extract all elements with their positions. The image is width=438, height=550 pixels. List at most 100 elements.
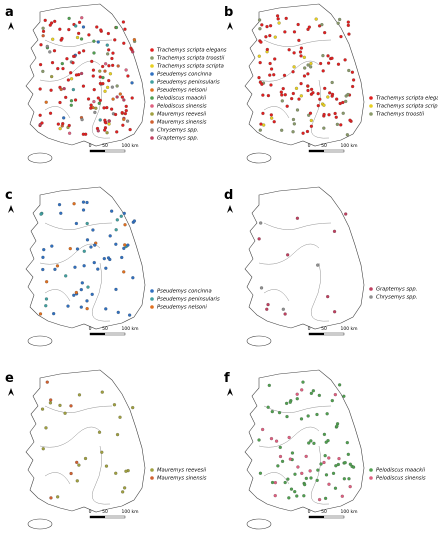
occurrence-dot bbox=[287, 48, 291, 52]
occurrence-dot bbox=[104, 307, 108, 311]
occurrence-dot bbox=[283, 93, 287, 97]
occurrence-dot bbox=[292, 30, 297, 34]
occurrence-dot bbox=[284, 401, 289, 405]
occurrence-dot bbox=[120, 95, 124, 99]
occurrence-dot bbox=[74, 24, 78, 28]
occurrence-dot bbox=[77, 463, 81, 467]
occurrence-dot bbox=[98, 81, 103, 86]
occurrence-dot bbox=[319, 462, 323, 466]
occurrence-dot bbox=[266, 93, 271, 98]
legend-swatch bbox=[150, 120, 154, 124]
occurrence-dot bbox=[284, 16, 288, 20]
occurrence-dot bbox=[95, 25, 99, 29]
occurrence-dot bbox=[130, 81, 134, 85]
occurrence-dot bbox=[306, 84, 310, 88]
occurrence-dot bbox=[44, 297, 49, 301]
occurrence-dot bbox=[50, 74, 54, 79]
occurrence-dot bbox=[325, 412, 329, 416]
occurrence-dot bbox=[89, 106, 93, 110]
occurrence-dot bbox=[59, 87, 63, 92]
occurrence-dot bbox=[335, 97, 339, 101]
occurrence-dot bbox=[92, 88, 96, 92]
occurrence-dot bbox=[295, 216, 300, 220]
occurrence-dot bbox=[265, 47, 269, 52]
occurrence-dot bbox=[39, 43, 43, 47]
panel-letter: b bbox=[224, 5, 233, 20]
occurrence-dot bbox=[306, 72, 310, 76]
occurrence-dot bbox=[322, 112, 326, 117]
occurrence-dot bbox=[278, 445, 282, 449]
scale-bar-fill bbox=[309, 150, 324, 152]
occurrence-dot bbox=[91, 68, 96, 72]
occurrence-dot bbox=[348, 118, 352, 122]
occurrence-dot bbox=[122, 41, 126, 45]
occurrence-dot bbox=[80, 118, 84, 122]
occurrence-dot bbox=[324, 440, 328, 444]
occurrence-dot bbox=[299, 46, 304, 50]
occurrence-dot bbox=[293, 472, 297, 476]
occurrence-dot bbox=[338, 383, 342, 387]
occurrence-dot bbox=[72, 293, 76, 297]
occurrence-dot bbox=[122, 270, 126, 274]
occurrence-dot bbox=[38, 113, 42, 117]
occurrence-dot bbox=[309, 439, 313, 443]
occurrence-dot bbox=[93, 110, 97, 115]
occurrence-dot bbox=[346, 20, 350, 24]
occurrence-dot bbox=[344, 212, 348, 216]
occurrence-dot bbox=[108, 234, 112, 238]
occurrence-dot bbox=[319, 61, 323, 66]
occurrence-dot bbox=[328, 91, 332, 95]
occurrence-dot bbox=[80, 16, 84, 20]
legend-label: Pseudemys peninsularis bbox=[157, 297, 220, 303]
occurrence-dot bbox=[323, 454, 327, 458]
occurrence-dot bbox=[283, 312, 287, 316]
occurrence-dot bbox=[55, 264, 60, 268]
occurrence-dot bbox=[322, 460, 326, 465]
occurrence-dot bbox=[77, 20, 82, 24]
occurrence-dot bbox=[312, 441, 316, 445]
occurrence-dot bbox=[308, 111, 313, 115]
occurrence-dot bbox=[103, 89, 107, 93]
occurrence-dot bbox=[345, 133, 349, 137]
occurrence-dot bbox=[123, 27, 127, 31]
occurrence-dot bbox=[82, 264, 86, 268]
legend-swatch bbox=[369, 295, 373, 299]
occurrence-dot bbox=[89, 245, 93, 249]
occurrence-dot bbox=[115, 84, 119, 88]
occurrence-dot bbox=[60, 61, 64, 66]
occurrence-dot bbox=[103, 128, 107, 132]
occurrence-dot bbox=[286, 253, 290, 257]
legend-label: Mauremys sinensis bbox=[157, 120, 207, 126]
occurrence-dot bbox=[270, 410, 274, 414]
occurrence-dot bbox=[62, 87, 66, 91]
occurrence-dot bbox=[43, 18, 47, 22]
occurrence-dot bbox=[66, 78, 70, 82]
occurrence-dot bbox=[280, 128, 284, 132]
occurrence-dot bbox=[336, 21, 340, 25]
occurrence-dot bbox=[282, 73, 287, 77]
occurrence-dot bbox=[324, 496, 328, 500]
occurrence-dot bbox=[44, 304, 48, 308]
occurrence-dot bbox=[131, 406, 135, 410]
occurrence-dot bbox=[86, 97, 91, 101]
occurrence-dot bbox=[350, 70, 355, 74]
scale-bar-fill bbox=[90, 516, 105, 518]
occurrence-dot bbox=[268, 61, 272, 66]
occurrence-dot bbox=[100, 450, 104, 454]
occurrence-dot bbox=[322, 126, 326, 130]
legend-label: Pseudemys nelsoni bbox=[157, 88, 207, 94]
legend-swatch bbox=[150, 104, 154, 108]
occurrence-dot bbox=[320, 23, 324, 27]
korea-map bbox=[226, 186, 365, 347]
occurrence-dot bbox=[42, 248, 46, 252]
occurrence-dot bbox=[104, 62, 108, 66]
occurrence-dot bbox=[287, 496, 291, 500]
occurrence-dot bbox=[276, 17, 280, 21]
occurrence-dot bbox=[98, 75, 102, 79]
occurrence-dot bbox=[287, 435, 291, 440]
occurrence-dot bbox=[334, 115, 338, 119]
occurrence-dot bbox=[330, 56, 334, 60]
occurrence-dot bbox=[64, 274, 68, 278]
occurrence-dot bbox=[99, 28, 103, 32]
occurrence-dot bbox=[272, 120, 276, 124]
